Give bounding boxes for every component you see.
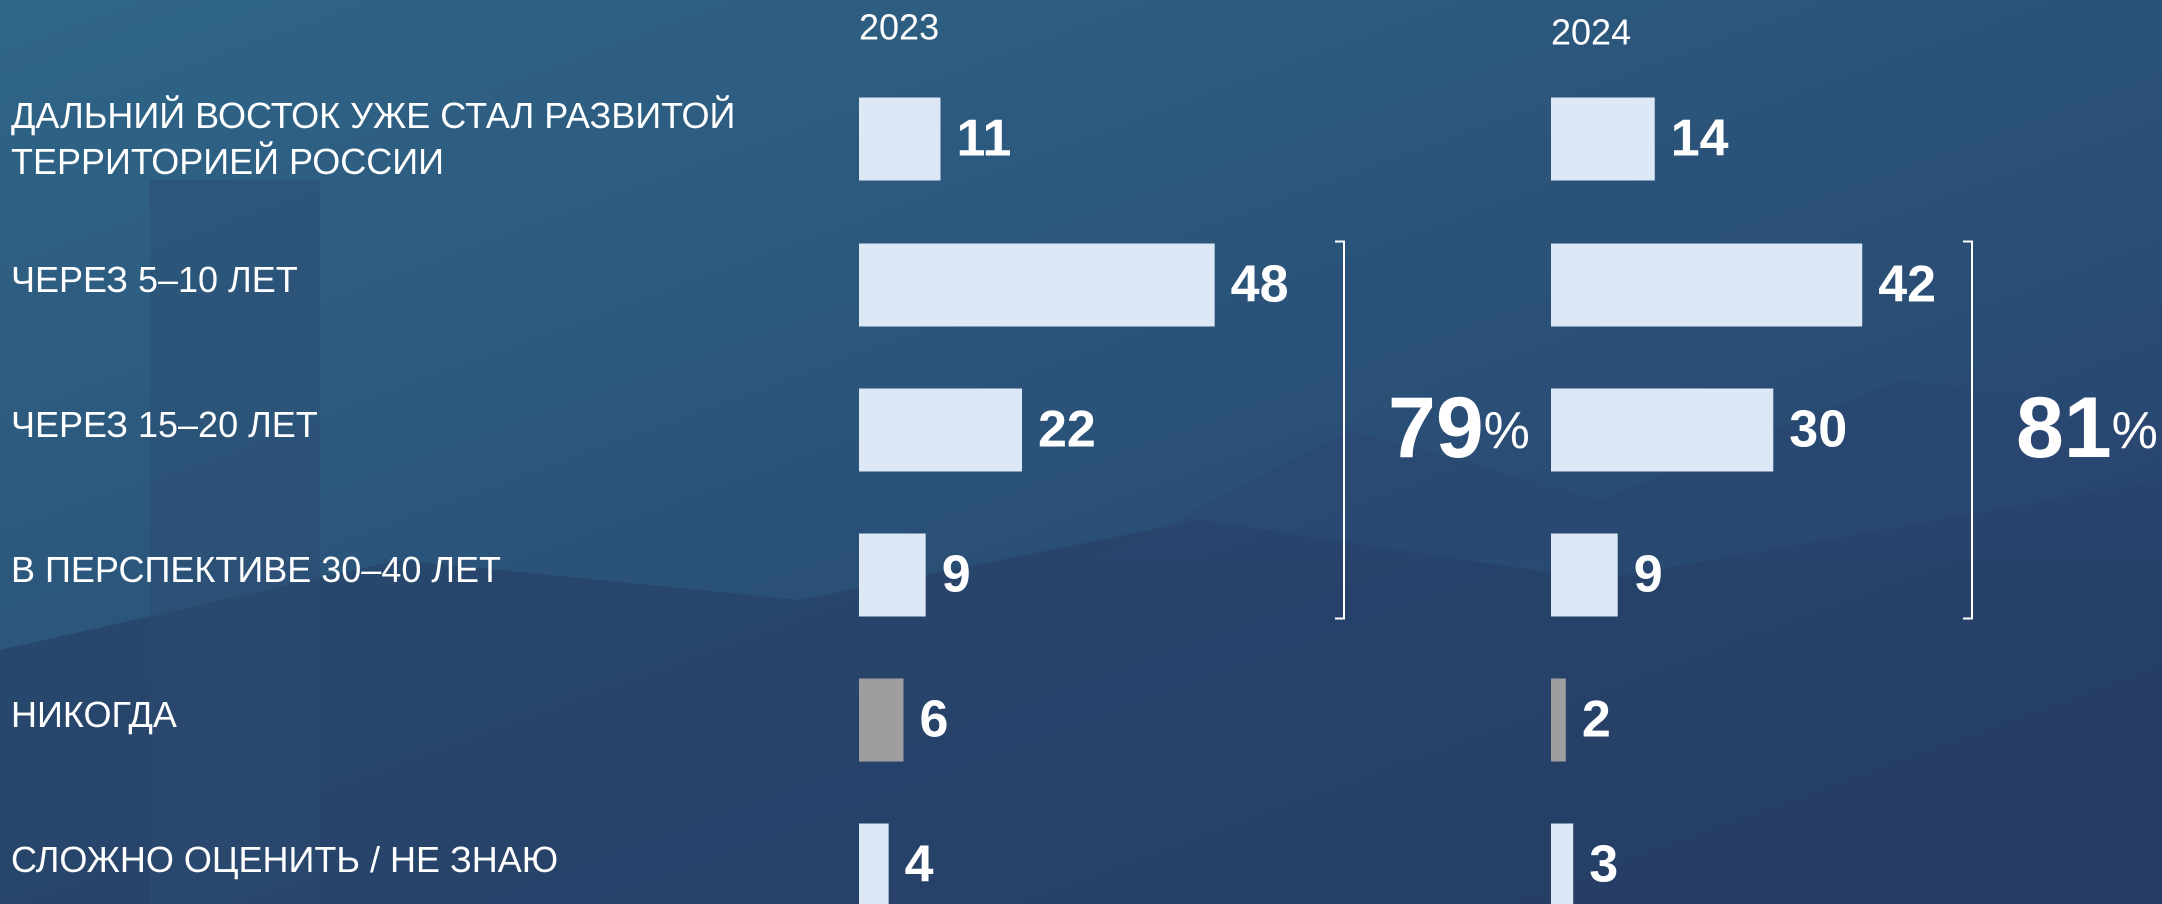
bar xyxy=(1551,244,1862,327)
value-label: 3 xyxy=(1589,836,1618,894)
value-label: 9 xyxy=(1634,546,1663,604)
category-label: В ПЕРСПЕКТИВЕ 30–40 ЛЕТ xyxy=(11,547,501,593)
value-label: 2 xyxy=(1582,691,1611,749)
bar xyxy=(859,98,941,181)
bracket-total-value: 81 xyxy=(2016,380,2112,476)
value-label: 48 xyxy=(1231,256,1289,314)
bar xyxy=(859,824,889,904)
bracket-total-unit: % xyxy=(1484,402,1530,460)
bar xyxy=(1551,824,1573,904)
page: 2023 11 48 22 9 6 4 79% 2024 14 42 30 9 2 3 81% ДАЛЬНИЙ… xyxy=(0,0,2162,904)
bar xyxy=(859,389,1022,472)
bar xyxy=(859,244,1215,327)
category-label: СЛОЖНО ОЦЕНИТЬ / НЕ ЗНАЮ xyxy=(11,837,558,883)
bar xyxy=(1551,534,1618,617)
value-label: 22 xyxy=(1038,401,1096,459)
category-label: ЧЕРЕЗ 15–20 ЛЕТ xyxy=(11,402,318,448)
value-label: 4 xyxy=(905,836,934,894)
value-label: 42 xyxy=(1878,256,1936,314)
value-label: 6 xyxy=(919,691,948,749)
bar xyxy=(1551,389,1773,472)
category-label: ЧЕРЕЗ 5–10 ЛЕТ xyxy=(11,257,298,303)
series-name: 2023 xyxy=(859,7,939,48)
value-label: 14 xyxy=(1671,110,1729,168)
bracket-total-unit: % xyxy=(2112,402,2158,460)
bar xyxy=(1551,98,1655,181)
bracket-total-value: 79 xyxy=(1388,380,1484,476)
bracket-total: 79% xyxy=(1388,380,1530,476)
series-name: 2024 xyxy=(1551,12,1631,53)
value-label: 9 xyxy=(942,546,971,604)
value-label: 11 xyxy=(957,110,1012,168)
bar xyxy=(859,679,903,762)
category-label: ДАЛЬНИЙ ВОСТОК УЖЕ СТАЛ РАЗВИТОЙ ТЕРРИТО… xyxy=(11,93,735,185)
value-label: 30 xyxy=(1789,401,1847,459)
category-label: НИКОГДА xyxy=(11,692,177,738)
bar xyxy=(859,534,926,617)
bar xyxy=(1551,679,1566,762)
